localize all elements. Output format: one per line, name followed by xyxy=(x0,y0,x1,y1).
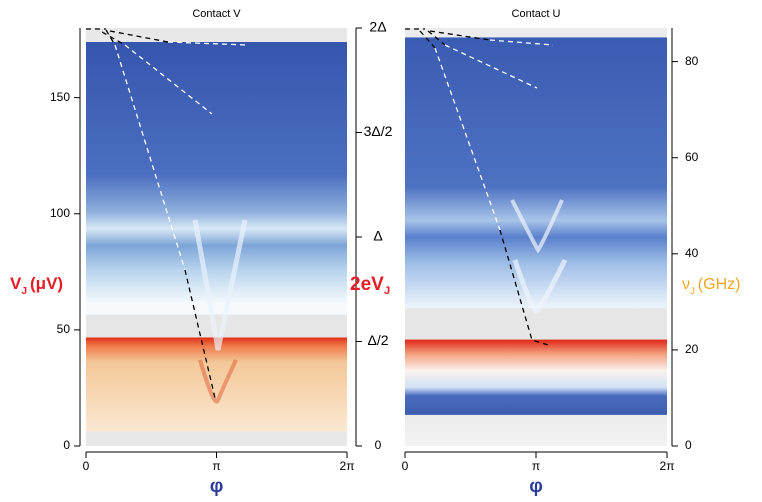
heatmap-feature xyxy=(192,219,248,351)
heatmap-image xyxy=(86,28,347,446)
axis-label: VJ (μV) xyxy=(10,274,63,296)
heatmap-image xyxy=(405,28,667,446)
chart-title: Contact U xyxy=(512,8,561,20)
y2-tick-label: 80 xyxy=(685,54,699,68)
label-unit: (GHz) xyxy=(698,276,741,293)
y-tick-label: 0 xyxy=(63,438,70,452)
label-symbol: 2eV xyxy=(350,274,384,295)
x-axis-label: φ xyxy=(529,476,543,497)
y2-tick-label: 0 xyxy=(375,438,382,452)
label-unit: (μV) xyxy=(30,274,63,293)
axis-label: νJ (GHz) xyxy=(682,276,740,296)
heatmap-feature xyxy=(512,258,568,314)
y2-tick-label: 0 xyxy=(685,438,692,452)
label-subscript: J xyxy=(690,286,695,297)
x-tick-label: π xyxy=(532,459,540,473)
y-tick-label: 100 xyxy=(50,206,70,220)
heatmap-feature xyxy=(510,199,564,254)
y2-tick-label: 60 xyxy=(685,150,699,164)
y2-tick-label: 3Δ/2 xyxy=(364,123,393,139)
y-tick-label: 150 xyxy=(50,90,70,104)
y2-tick-label: Δ xyxy=(373,228,382,244)
x-axis-label: φ xyxy=(210,476,224,497)
label-symbol: V xyxy=(10,274,22,293)
y-tick-label: 50 xyxy=(57,322,71,336)
y2-tick-label: 40 xyxy=(685,246,699,260)
label-subscript: J xyxy=(21,286,27,297)
label-symbol: ν xyxy=(682,276,690,293)
chart-title: Contact V xyxy=(192,8,241,20)
x-tick-label: 0 xyxy=(83,459,90,473)
label-subscript: J xyxy=(384,285,390,297)
y2-tick-label: 20 xyxy=(685,342,699,356)
axis-label: 2eVJ xyxy=(350,274,390,297)
x-tick-label: 0 xyxy=(402,459,409,473)
x-tick-label: π xyxy=(212,459,220,473)
y2-tick-label: 2Δ xyxy=(369,19,386,35)
guide-lines xyxy=(86,28,554,399)
heatmap-feature xyxy=(198,359,238,404)
y2-tick-label: Δ/2 xyxy=(367,332,388,348)
x-tick-label: 2π xyxy=(340,459,355,473)
x-tick-label: 2π xyxy=(660,459,675,473)
